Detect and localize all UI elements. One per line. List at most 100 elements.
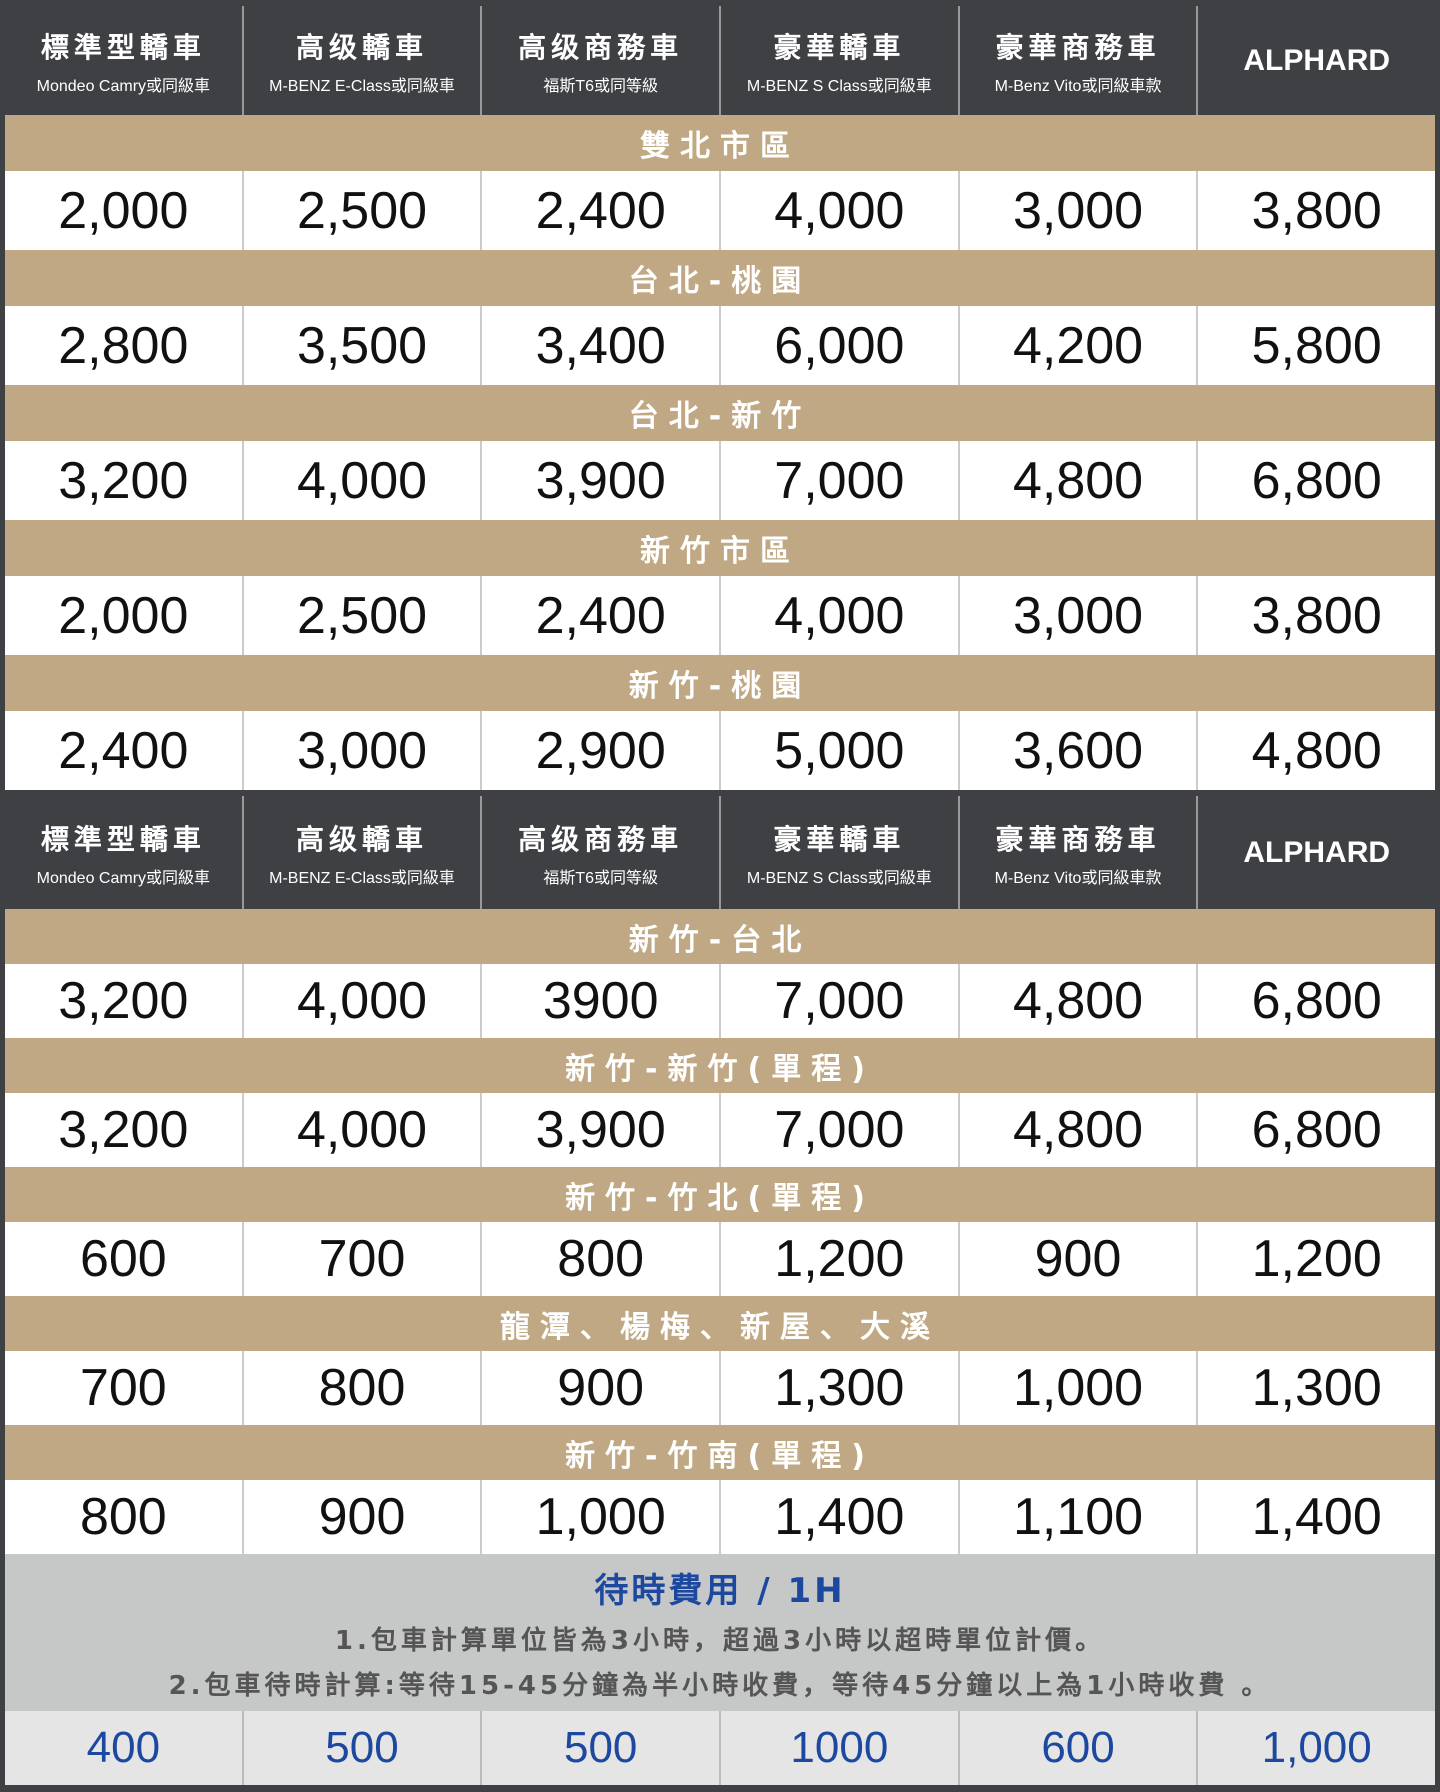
price-cell: 1,200 — [1196, 1222, 1435, 1296]
price-cell: 1,100 — [957, 1480, 1197, 1554]
route-band: 台北-桃園 — [5, 250, 1435, 306]
column-header: 高级商務車 福斯T6或同等級 — [480, 6, 719, 115]
column-title: 標準型轎車 — [40, 30, 206, 64]
price-cell: 4,800 — [957, 964, 1197, 1038]
price-cell: 800 — [480, 1222, 719, 1296]
column-title: 高级轎車 — [296, 822, 429, 856]
price-cell: 3,000 — [957, 171, 1197, 250]
price-cell: 2,000 — [58, 181, 189, 240]
route-band: 新竹-竹北(單程) — [5, 1167, 1435, 1222]
price-cell: 4,800 — [957, 1093, 1197, 1167]
price-cell: 6,800 — [1196, 1093, 1435, 1167]
waiting-fee-cell: 1,000 — [1196, 1711, 1435, 1785]
price-cell: 3,200 — [58, 1101, 189, 1159]
price-cell: 4,000 — [719, 171, 958, 250]
price-cell: 1,400 — [719, 1480, 958, 1554]
note-line: 2.包車待時計算:等待15-45分鐘為半小時收費，等待45分鐘以上為1小時收費 … — [168, 1671, 1272, 1701]
price-cell: 1,000 — [480, 1480, 719, 1554]
price-row: 2,400 3,000 2,900 5,000 3,600 4,800 — [5, 711, 1435, 790]
price-cell: 2,500 — [241, 171, 481, 250]
price-cell: 3,800 — [1196, 171, 1435, 250]
route-band: 新竹-台北 — [5, 909, 1435, 964]
column-header: 豪華轎車 M-BENZ S Class或同級車 — [719, 796, 958, 909]
price-cell: 900 — [480, 1351, 719, 1425]
price-cell: 3,800 — [1196, 576, 1435, 655]
price-row: 600 700 800 1,200 900 1,200 — [5, 1222, 1435, 1296]
price-cell: 1,200 — [719, 1222, 958, 1296]
column-subtitle: M-BENZ E-Class或同級車 — [269, 869, 455, 887]
price-cell: 2,900 — [480, 711, 719, 790]
price-cell: 2,800 — [58, 316, 189, 375]
column-header-row: 標準型轎車 Mondeo Camry或同級車 高级轎車 M-BENZ E-Class或… — [5, 790, 1435, 909]
price-cell: 3,600 — [957, 711, 1197, 790]
price-cell: 6,000 — [719, 306, 958, 385]
price-cell: 4,200 — [957, 306, 1197, 385]
price-cell: 3,200 — [58, 972, 189, 1030]
column-title: ALPHARD — [1243, 835, 1391, 869]
price-cell: 700 — [79, 1359, 167, 1417]
waiting-fee-cell: 500 — [241, 1711, 481, 1785]
price-cell: 3,000 — [241, 711, 481, 790]
price-cell: 4,000 — [241, 964, 481, 1038]
price-cell: 3,400 — [480, 306, 719, 385]
price-cell: 1,300 — [1196, 1351, 1435, 1425]
column-subtitle: M-BENZ S Class或同級車 — [746, 77, 932, 95]
price-cell: 4,800 — [957, 441, 1197, 520]
column-title: 高级轎車 — [296, 30, 429, 64]
column-title: ALPHARD — [1243, 43, 1391, 77]
column-header: 豪華轎車 M-BENZ S Class或同級車 — [719, 6, 958, 115]
waiting-fee-cell: 400 — [86, 1723, 161, 1772]
column-subtitle: 福斯T6或同等級 — [543, 869, 659, 887]
waiting-fee-notes: 待時費用 / 1H 1.包車計算單位皆為3小時，超過3小時以超時單位計價。 2.包車… — [5, 1554, 1435, 1711]
waiting-fee-cell: 1000 — [719, 1711, 958, 1785]
price-cell: 2,500 — [241, 576, 481, 655]
price-cell: 5,800 — [1196, 306, 1435, 385]
price-row: 3,200 4,000 3,900 7,000 4,800 6,800 — [5, 1093, 1435, 1167]
price-cell: 2,000 — [58, 586, 189, 645]
column-header: 標準型轎車 Mondeo Camry或同級車 — [5, 796, 242, 909]
route-band: 龍潭、楊梅、新屋、大溪 — [5, 1296, 1435, 1351]
column-header-row: 標準型轎車 Mondeo Camry或同級車 高级轎車 M-BENZ E-Class或… — [5, 0, 1435, 115]
price-cell: 700 — [241, 1222, 481, 1296]
column-title: 豪華轎車 — [773, 30, 906, 64]
price-cell: 7,000 — [719, 1093, 958, 1167]
price-row: 2,000 2,500 2,400 4,000 3,000 3,800 — [5, 171, 1435, 250]
price-table: 標準型轎車 Mondeo Camry或同級車 高级轎車 M-BENZ E-Class或… — [5, 0, 1435, 1785]
column-subtitle: M-Benz Vito或同級車款 — [994, 869, 1162, 887]
route-band: 雙北市區 — [5, 115, 1435, 171]
price-cell: 4,800 — [1196, 711, 1435, 790]
price-cell: 4,000 — [719, 576, 958, 655]
price-cell: 3,900 — [480, 441, 719, 520]
column-header: 高级轎車 M-BENZ E-Class或同級車 — [241, 796, 481, 909]
column-subtitle: M-BENZ E-Class或同級車 — [269, 77, 455, 95]
column-title: 高级商務車 — [518, 822, 684, 856]
price-cell: 1,000 — [957, 1351, 1197, 1425]
column-title: 豪華商務車 — [995, 822, 1161, 856]
price-row: 3,200 4,000 3900 7,000 4,800 6,800 — [5, 964, 1435, 1038]
waiting-fee-cell: 500 — [480, 1711, 719, 1785]
price-cell: 6,800 — [1196, 964, 1435, 1038]
waiting-fee-row: 400 500 500 1000 600 1,000 — [5, 1711, 1435, 1785]
price-cell: 800 — [241, 1351, 481, 1425]
column-subtitle: M-Benz Vito或同級車款 — [994, 77, 1162, 95]
column-title: 高级商務車 — [518, 30, 684, 64]
price-cell: 3,200 — [58, 451, 189, 510]
price-row: 3,200 4,000 3,900 7,000 4,800 6,800 — [5, 441, 1435, 520]
price-cell: 7,000 — [719, 441, 958, 520]
price-cell: 4,000 — [241, 1093, 481, 1167]
route-band: 新竹-新竹(單程) — [5, 1038, 1435, 1093]
column-header: ALPHARD — [1196, 6, 1435, 115]
column-header: 高级商務車福斯T6或同等級 — [480, 796, 719, 909]
column-title: 豪華轎車 — [773, 822, 906, 856]
column-header: ALPHARD — [1196, 796, 1435, 909]
price-cell: 2,400 — [480, 171, 719, 250]
column-header: 豪華商務車 M-Benz Vito或同級車款 — [957, 796, 1197, 909]
price-cell: 3,900 — [480, 1093, 719, 1167]
column-header: 豪華商務車 M-Benz Vito或同級車款 — [957, 6, 1197, 115]
price-cell: 6,800 — [1196, 441, 1435, 520]
waiting-fee-cell: 600 — [957, 1711, 1197, 1785]
price-cell: 3,000 — [957, 576, 1197, 655]
price-row: 2,000 2,500 2,400 4,000 3,000 3,800 — [5, 576, 1435, 655]
price-cell: 1,400 — [1196, 1480, 1435, 1554]
price-cell: 2,400 — [58, 721, 189, 780]
